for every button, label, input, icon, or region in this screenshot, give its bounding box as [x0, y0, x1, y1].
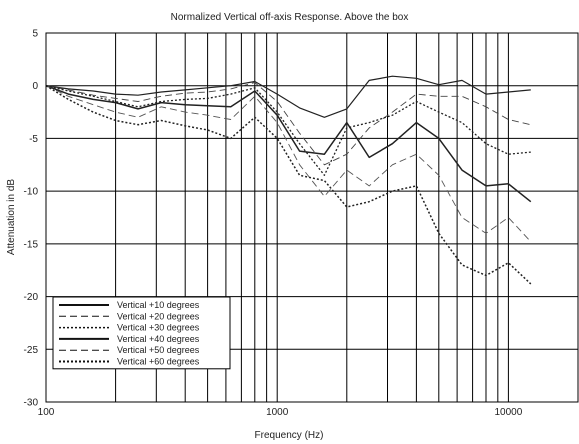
grid-layer [46, 32, 578, 403]
y-tick-label: 5 [32, 29, 38, 40]
series-layer [45, 75, 532, 285]
series-line-2 [45, 82, 531, 166]
x-tick-label: 1000 [266, 407, 289, 418]
series-line-6 [45, 85, 532, 285]
y-tick-label: -10 [24, 187, 39, 198]
series-line-1 [45, 75, 531, 118]
y-tick-label: -20 [24, 292, 39, 303]
y-tick-label: -15 [24, 239, 39, 250]
x-tick-label: 10000 [494, 407, 522, 418]
x-tick-label: 100 [38, 407, 55, 418]
legend-box [52, 296, 231, 370]
legend-label: Vertical +50 degrees [117, 345, 200, 355]
series-line-4 [45, 84, 532, 203]
y-tick-label: -30 [24, 398, 39, 409]
chart-title: Normalized Vertical off-axis Response. A… [171, 12, 409, 23]
legend-label: Vertical +60 degrees [117, 357, 200, 367]
plot-frame [45, 32, 579, 403]
y-tick-label: -5 [29, 134, 38, 145]
x-axis-title: Frequency (Hz) [255, 430, 324, 441]
y-tick-label: -25 [24, 345, 39, 356]
legend-label: Vertical +40 degrees [117, 334, 200, 344]
y-axis-title: Attenuation in dB [6, 179, 17, 255]
y-tick-label: 0 [32, 81, 38, 92]
series-line-3 [45, 85, 531, 176]
legend-label: Vertical +30 degrees [117, 323, 200, 333]
legend-label: Vertical +20 degrees [117, 311, 200, 321]
legend-label: Vertical +10 degrees [117, 300, 200, 310]
